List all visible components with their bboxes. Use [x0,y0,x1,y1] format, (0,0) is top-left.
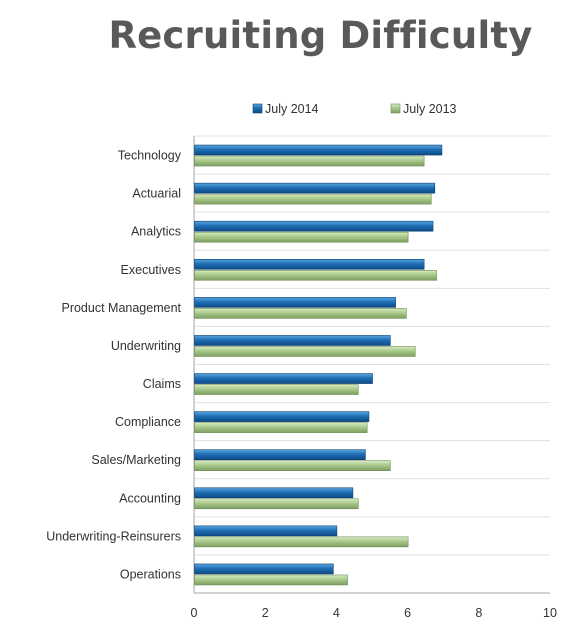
category-label: Analytics [131,225,181,239]
bar-july-2014-accounting [194,487,354,499]
bar-july-2013-executives [194,269,437,281]
legend: July 2014 July 2013 [252,102,457,116]
category-label: Product Management [61,301,181,315]
bars [194,144,443,586]
bar-july-2013-technology [194,155,425,167]
bar-july-2013-actuarial [194,193,432,205]
bar-july-2014-compliance [194,411,370,422]
gridlines [193,135,550,594]
category-label: Executives [121,263,181,277]
bar-july-2014-executives [194,258,425,270]
x-axis-ticks: 0 2 4 6 8 10 [191,606,557,620]
bar-july-2013-compliance [194,422,368,433]
bar-july-2013-accounting [194,498,359,510]
legend-swatch [252,103,263,114]
bar-july-2014-sales-marketing [194,449,366,461]
category-label: Operations [120,567,181,581]
x-tick-label: 4 [333,606,340,620]
x-tick-label: 10 [543,606,557,620]
category-label: Accounting [119,491,181,505]
bar-july-2013-underwriting [194,346,416,357]
bar-july-2014-underwriting [194,335,391,346]
category-label: Compliance [115,415,181,429]
bar-july-2014-product-management [194,297,396,308]
category-label: Underwriting [111,339,181,353]
legend-swatch [390,103,401,114]
category-label: Technology [118,149,182,163]
bar-july-2013-analytics [194,231,409,243]
bar-july-2013-product-management [194,308,407,319]
bar-july-2014-technology [194,144,443,156]
bar-july-2013-operations [194,574,348,586]
x-tick-label: 0 [191,606,198,620]
legend-label: July 2013 [403,102,457,116]
legend-label: July 2014 [265,102,319,116]
category-label: Underwriting-Reinsurers [46,529,181,543]
x-tick-label: 8 [475,606,482,620]
bar-july-2013-sales-marketing [194,460,391,472]
bar-july-2014-actuarial [194,182,436,194]
category-label: Claims [143,377,181,391]
bar-july-2014-operations [194,563,334,575]
x-tick-label: 6 [404,606,411,620]
x-tick-label: 2 [262,606,269,620]
chart-title: Recruiting Difficulty [108,14,533,57]
category-label: Actuarial [132,187,181,201]
bar-july-2014-underwriting-reinsurers [194,525,338,537]
bar-july-2014-analytics [194,220,434,232]
bar-july-2013-claims [194,384,359,395]
bar-july-2013-underwriting-reinsurers [194,536,409,548]
bar-july-2014-claims [194,373,373,384]
category-label: Sales/Marketing [91,453,181,467]
category-labels: Technology Actuarial Analytics Executives Pr… [46,149,182,582]
